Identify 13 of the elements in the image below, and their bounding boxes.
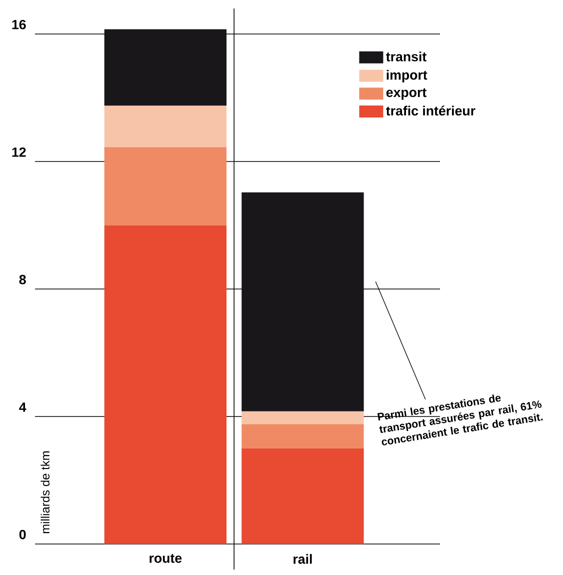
x-tick-label: rail — [294, 554, 312, 564]
legend-label: trafic intérieur — [386, 106, 476, 116]
legend-label: export — [386, 88, 426, 100]
y-tick-label: 16 — [12, 20, 26, 30]
y-tick-label: 8 — [19, 274, 26, 284]
y-axis-title: milliards de tkm — [40, 451, 50, 534]
x-tick-label: route — [150, 554, 182, 563]
y-tick-label: 0 — [19, 530, 26, 540]
y-tick-label: 4 — [19, 402, 26, 412]
y-tick-label: 12 — [12, 147, 26, 157]
annotation: Parmi les prestations de transport assurées par rail, 61% concernaient le trafic de transit. — [377, 394, 543, 446]
legend-label: import — [386, 70, 428, 82]
legend-label: transit — [386, 52, 426, 62]
